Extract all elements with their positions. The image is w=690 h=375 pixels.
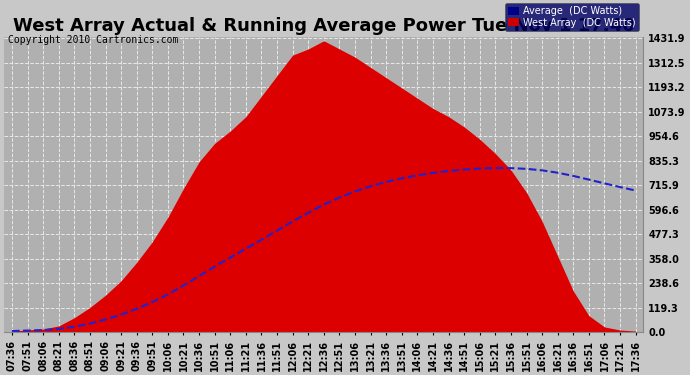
Title: West Array Actual & Running Average Power Tue Nov 1 17:40: West Array Actual & Running Average Powe… xyxy=(13,17,635,35)
Legend: Average  (DC Watts), West Array  (DC Watts): Average (DC Watts), West Array (DC Watts… xyxy=(504,3,639,31)
Text: Copyright 2010 Cartronics.com: Copyright 2010 Cartronics.com xyxy=(8,35,179,45)
